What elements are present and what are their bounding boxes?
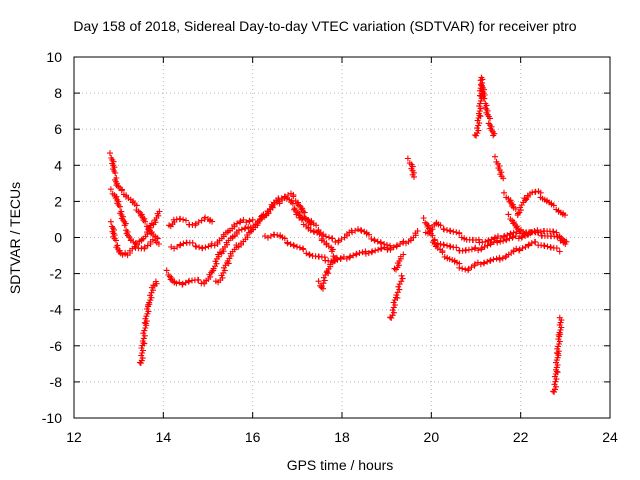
x-tick-label: 18 [334,429,350,445]
data-point-track [136,278,160,367]
y-tick-label: 0 [54,230,62,246]
y-tick-label: 8 [54,85,62,101]
x-axis-label: GPS time / hours [287,457,394,473]
x-tick-label: 22 [513,429,529,445]
y-tick-label: 2 [54,193,62,209]
chart-title: Day 158 of 2018, Sidereal Day-to-day VTE… [73,18,576,34]
data-point-track [550,314,565,395]
data-point-track [420,215,563,274]
x-tick-label: 14 [156,429,172,445]
data-point-track [492,153,507,182]
data-point-track [107,150,162,247]
data-point-track [293,211,394,253]
x-tick-label: 20 [424,429,440,445]
data-point-track [391,251,407,273]
y-tick-label: -2 [50,266,63,282]
data-point-track [315,254,341,292]
data-points [107,74,570,395]
y-tick-label: -10 [42,410,62,426]
y-tick-label: -4 [50,302,63,318]
data-point-track [166,214,216,230]
data-point-track [212,193,339,286]
y-tick-label: 4 [54,157,62,173]
x-tick-label: 16 [245,429,261,445]
data-point-track [501,188,568,219]
y-tick-label: -6 [50,338,63,354]
data-point-track [404,155,417,180]
y-tick-label: 6 [54,121,62,137]
x-tick-label: 24 [602,429,618,445]
series-sdtvar [107,74,570,395]
y-tick-label: -8 [50,374,63,390]
data-point-track [471,74,498,139]
data-point-track [107,186,161,252]
data-point-track [505,211,534,238]
data-point-track [387,272,406,321]
data-point-track [168,216,256,252]
y-tick-label: 10 [46,49,62,65]
y-axis-label: SDTVAR / TECUs [7,182,23,294]
axis-ticks [73,56,611,419]
x-tick-label: 12 [66,429,82,445]
data-point-track [107,208,163,259]
